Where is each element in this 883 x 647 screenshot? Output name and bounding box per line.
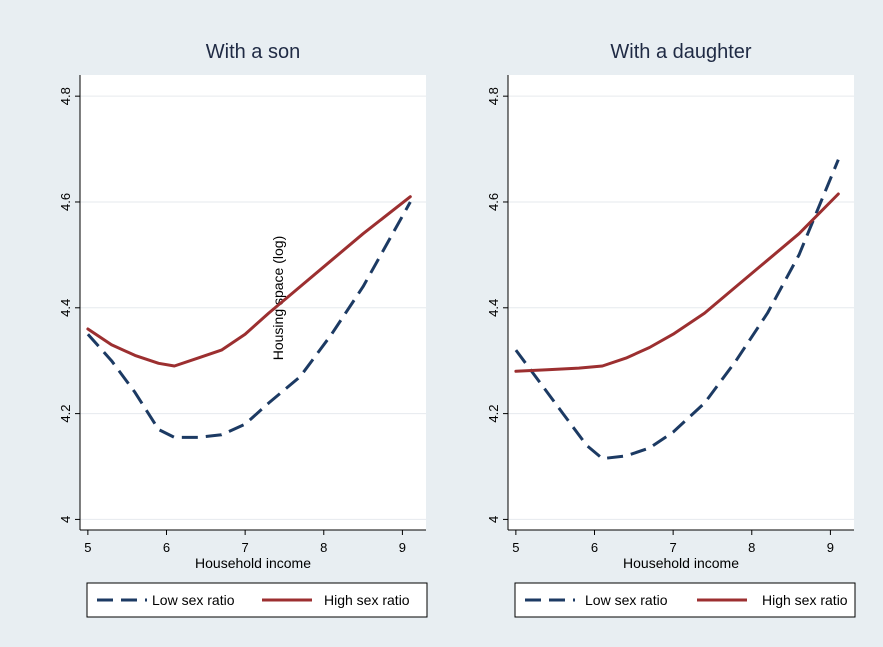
chart-title: With a son	[206, 41, 300, 63]
x-tick-label: 7	[242, 540, 249, 555]
legend-label-high: High sex ratio	[762, 592, 848, 608]
series-line-low-sex-ratio	[514, 159, 840, 461]
series-line-low-sex-ratio	[86, 201, 412, 439]
x-tick-label: 8	[748, 540, 755, 555]
series-line-high-sex-ratio	[86, 195, 412, 368]
legend: Low sex ratio High sex ratio	[86, 582, 428, 618]
x-tick-label: 5	[84, 540, 91, 555]
chart-panel-1: With a son 4 4.2 4.4 4.6 4.8 5 6 7 8 9 Household in…	[58, 41, 428, 618]
y-tick-label: 4.2	[58, 405, 73, 423]
y-tick-label: 4.6	[486, 193, 501, 211]
legend-label-low: Low sex ratio	[585, 592, 668, 608]
y-tick-label: 4.4	[58, 299, 73, 317]
plot-area	[508, 75, 854, 530]
x-axis-label: Household income	[623, 555, 739, 571]
legend-box	[86, 582, 428, 618]
x-axis-label: Household income	[195, 555, 311, 571]
x-tick-label: 6	[163, 540, 170, 555]
x-tick-label: 8	[320, 540, 327, 555]
x-tick-label: 6	[591, 540, 598, 555]
y-tick-label: 4.2	[486, 405, 501, 423]
legend-label-high: High sex ratio	[324, 592, 410, 608]
y-tick-label: 4.8	[486, 87, 501, 105]
x-tick-label: 9	[827, 540, 834, 555]
legend-box	[514, 582, 856, 618]
series-line-high-sex-ratio	[514, 192, 840, 373]
x-tick-label: 9	[399, 540, 406, 555]
chart-title: With a daughter	[610, 41, 752, 63]
x-tick-label: 7	[670, 540, 677, 555]
y-tick-label: 4.6	[58, 193, 73, 211]
x-tick-label: 5	[512, 540, 519, 555]
chart-panel-2: With a daughter 4 4.2 4.4 4.6 4.8 5 6 7 8 9 Househo…	[486, 41, 856, 618]
legend: Low sex ratio High sex ratio	[514, 582, 856, 618]
y-tick-label: 4	[486, 516, 501, 523]
y-tick-label: 4.4	[486, 299, 501, 317]
y-axis-label: Housing space (log)	[270, 236, 286, 361]
y-tick-label: 4.8	[58, 87, 73, 105]
y-tick-label: 4	[58, 516, 73, 523]
plot-area	[80, 75, 426, 530]
legend-label-low: Low sex ratio	[152, 592, 235, 608]
